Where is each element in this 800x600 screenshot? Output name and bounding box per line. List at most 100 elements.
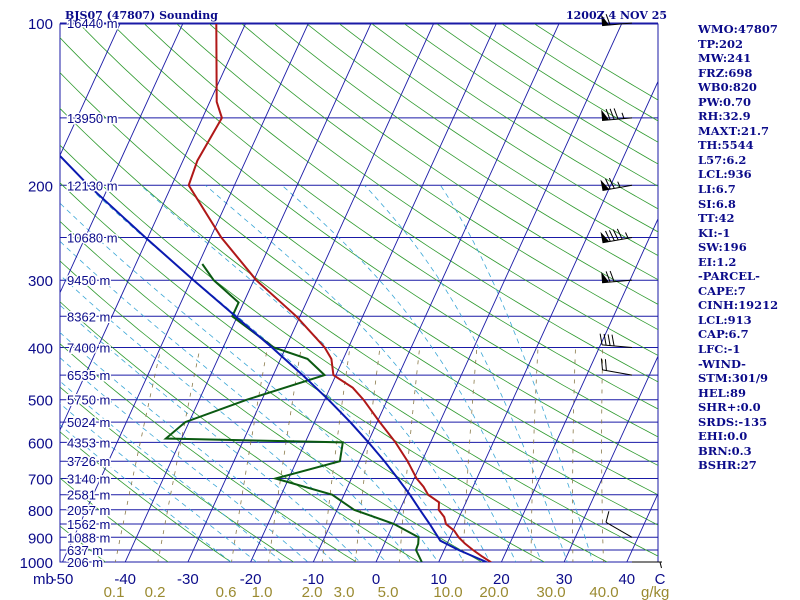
stat-line: TT:42 bbox=[698, 211, 735, 226]
stat-line: EHI:0.0 bbox=[698, 429, 748, 444]
moist-adiabat bbox=[140, 185, 491, 562]
mixing-ratio-line bbox=[398, 347, 421, 562]
moist-adiabat bbox=[60, 304, 361, 562]
stat-line: TH:5544 bbox=[698, 138, 754, 153]
moist-adiabat bbox=[364, 185, 568, 562]
dry-adiabat bbox=[60, 301, 420, 562]
wind-barb-feather bbox=[609, 270, 615, 282]
dry-adiabat bbox=[60, 107, 658, 526]
height-label: 9450 m bbox=[67, 273, 110, 288]
mixing-ratio-label: 0.1 bbox=[104, 584, 125, 600]
dry-adiabat bbox=[111, 24, 658, 410]
wind-barb-feather bbox=[609, 108, 615, 120]
height-label: 12130 m bbox=[67, 178, 118, 193]
wind-barb-feather bbox=[604, 359, 607, 371]
height-label: 206 m bbox=[67, 555, 103, 570]
height-label: 13950 m bbox=[67, 111, 118, 126]
pressure-tick-label: 300 bbox=[28, 273, 53, 290]
pressure-tick-label: 500 bbox=[28, 393, 53, 410]
moist-adiabat bbox=[440, 185, 594, 562]
chart-labels: 16440 m 13950 m 12130 m 10680 m 9450 m 8362 m… bbox=[20, 15, 670, 600]
moist-adiabat bbox=[60, 380, 283, 562]
isotherm bbox=[60, 24, 121, 157]
mixing-ratio-line bbox=[462, 347, 478, 562]
height-label: 5750 m bbox=[67, 393, 110, 408]
isotherm bbox=[62, 24, 309, 562]
moist-adiabat bbox=[60, 274, 387, 562]
isotherm bbox=[500, 217, 658, 562]
wind-barb-shaft bbox=[602, 344, 633, 349]
temperature-tick-label: -30 bbox=[177, 571, 199, 588]
stats-panel: WMO:47807 TP:202 MW:241 FRZ:698 WB0:820 PW:0.… bbox=[698, 22, 800, 473]
temperature-tick-label: 20 bbox=[493, 571, 510, 588]
parcel-line bbox=[60, 154, 487, 562]
temperature-tick-label: -40 bbox=[114, 571, 136, 588]
height-label: 3726 m bbox=[67, 454, 110, 469]
moist-adiabat bbox=[86, 185, 465, 562]
dewpoint-line bbox=[163, 263, 423, 562]
mixing-ratio-label: 1.0 bbox=[252, 584, 273, 600]
height-label: 7400 m bbox=[67, 341, 110, 356]
mixing-ratio-label: 0.6 bbox=[216, 584, 237, 600]
height-label: 6535 m bbox=[67, 368, 110, 383]
mixing-ratio-line bbox=[114, 347, 162, 562]
stat-line: TP:202 bbox=[698, 36, 744, 51]
wind-barb-flag bbox=[601, 109, 610, 121]
pressure-tick-label: 600 bbox=[28, 435, 53, 452]
height-label: 16440 m bbox=[67, 16, 118, 31]
mixing-ratio-label: 0.2 bbox=[145, 584, 166, 600]
pressure-tick-label: 200 bbox=[28, 178, 53, 195]
stat-line: EI:1.2 bbox=[698, 254, 737, 269]
wind-barb-half-feather bbox=[625, 232, 629, 239]
wind-barb-feather bbox=[605, 14, 611, 26]
temperature-tick-label: -10 bbox=[302, 571, 324, 588]
wind-barb-feather bbox=[603, 333, 607, 346]
mixing-ratio-label: 3.0 bbox=[334, 584, 355, 600]
mixing-ratio-line bbox=[268, 347, 302, 562]
wind-barb-feather bbox=[612, 229, 619, 241]
dry-adiabat bbox=[60, 431, 232, 562]
dry-adiabat bbox=[60, 343, 357, 562]
stat-line: LFC:-1 bbox=[698, 342, 741, 357]
mixing-ratio-label: 30.0 bbox=[536, 584, 565, 600]
wind-barb bbox=[600, 228, 633, 244]
pressure-unit-label: mb bbox=[33, 571, 54, 588]
temperature-tick-label: -50 bbox=[52, 571, 74, 588]
mixing-ratio-label: 40.0 bbox=[589, 584, 618, 600]
wind-barb-flag bbox=[601, 14, 610, 26]
dry-adiabat bbox=[60, 72, 658, 496]
stat-line: L57:6.2 bbox=[698, 152, 747, 167]
wind-barb-feather bbox=[599, 333, 603, 345]
wind-barbs bbox=[599, 14, 662, 569]
stat-line: BSHR:27 bbox=[698, 458, 757, 473]
pressure-tick-label: 1000 bbox=[20, 555, 53, 572]
wind-barb-feather bbox=[608, 230, 615, 241]
moist-adiabat bbox=[60, 424, 232, 562]
wind-barb-feather bbox=[605, 271, 611, 283]
chart-grid bbox=[59, 22, 659, 563]
wind-barb bbox=[601, 108, 633, 121]
stat-line: CINH:19212 bbox=[698, 298, 779, 313]
dry-adiabat bbox=[60, 220, 546, 562]
height-label: 4353 m bbox=[67, 435, 110, 450]
wind-barb bbox=[599, 333, 633, 349]
stat-line: -PARCEL- bbox=[698, 269, 760, 284]
wind-barb-half-feather bbox=[617, 181, 621, 188]
isotherm bbox=[60, 24, 184, 294]
wind-barb-feather bbox=[605, 178, 611, 190]
dry-adiabat bbox=[60, 477, 169, 562]
stat-line: STM:301/9 bbox=[698, 371, 769, 386]
mixing-ratio-label: 10.0 bbox=[433, 584, 462, 600]
pressure-tick-label: 800 bbox=[28, 503, 53, 520]
dry-adiabat bbox=[60, 182, 608, 562]
isotherm bbox=[0, 23, 58, 573]
chart-grid-lines bbox=[0, 23, 658, 573]
stat-line: -WIND- bbox=[698, 356, 746, 371]
isotherm bbox=[563, 355, 658, 562]
dry-adiabat bbox=[60, 260, 483, 562]
height-label: 2581 m bbox=[67, 488, 110, 503]
stat-line: MW:241 bbox=[698, 51, 752, 66]
chart-series bbox=[60, 24, 492, 562]
stat-line: HEL:89 bbox=[698, 385, 746, 400]
temperature-tick-label: 10 bbox=[430, 571, 447, 588]
